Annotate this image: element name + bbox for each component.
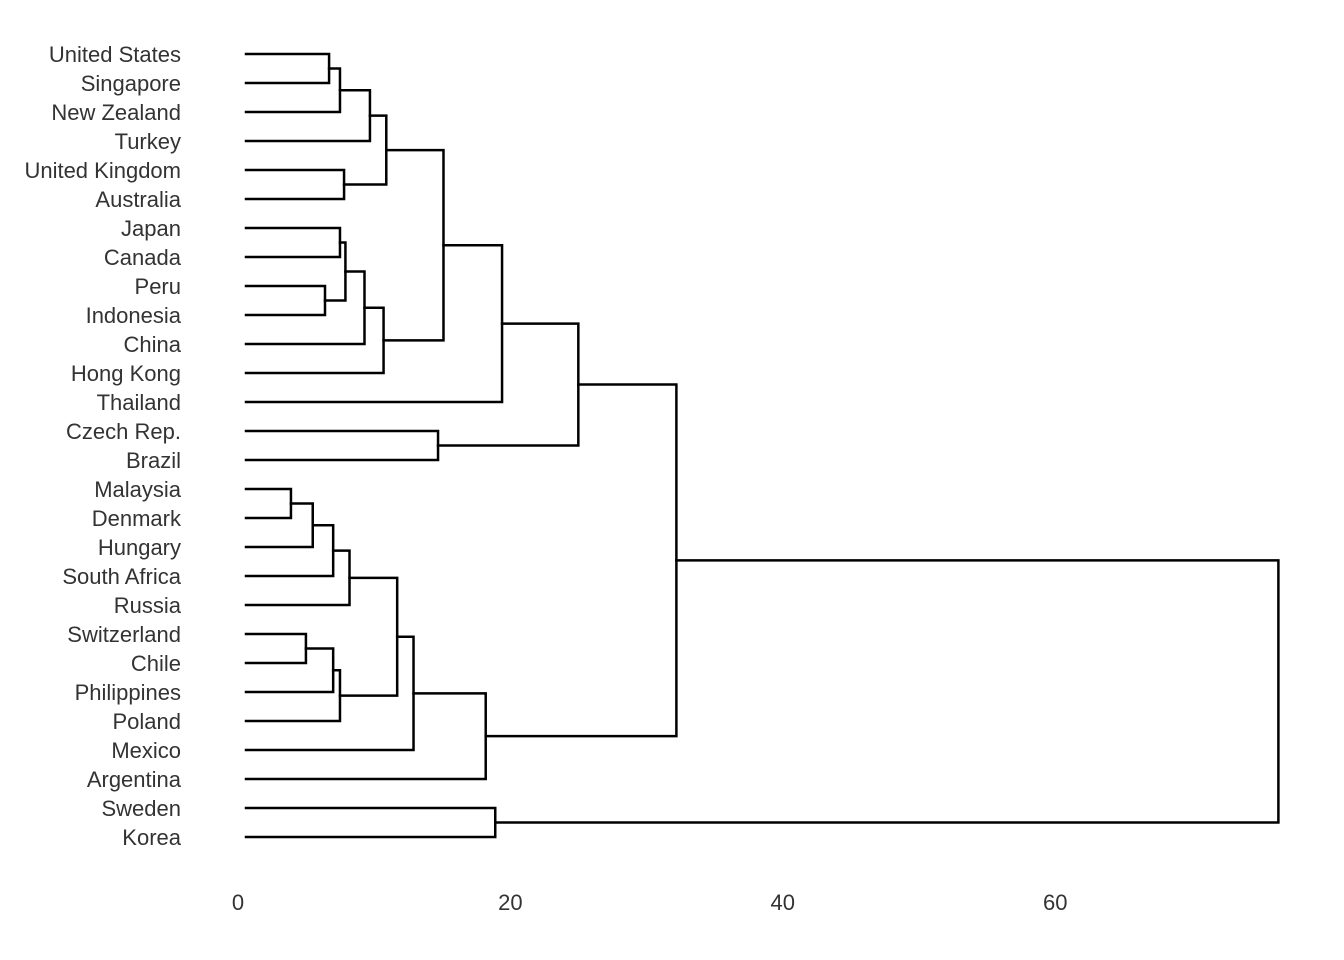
branch-m21 — [244, 669, 342, 723]
leaf-label-new-zealand: New Zealand — [51, 100, 181, 125]
leaf-label-poland: Poland — [112, 709, 181, 734]
branch-m27 — [493, 559, 1280, 824]
leaf-label-sweden: Sweden — [101, 796, 181, 821]
x-tick-label-0: 0 — [232, 890, 244, 915]
leaf-label-turkey: Turkey — [115, 129, 181, 154]
leaf-label-denmark: Denmark — [92, 506, 182, 531]
leaf-label-united-kingdom: United Kingdom — [24, 158, 181, 183]
branch-m2 — [244, 67, 342, 114]
branch-m10 — [244, 306, 385, 375]
leaf-label-philippines: Philippines — [75, 680, 181, 705]
leaf-label-thailand: Thailand — [97, 390, 181, 415]
branch-m9 — [244, 270, 366, 346]
leaf-label-china: China — [124, 332, 182, 357]
leaf-label-malaysia: Malaysia — [94, 477, 182, 502]
leaf-label-hungary: Hungary — [98, 535, 181, 560]
leaf-label-canada: Canada — [104, 245, 182, 270]
branch-m23 — [244, 635, 415, 752]
leaf-label-australia: Australia — [95, 187, 181, 212]
branch-m13 — [244, 429, 440, 462]
branch-m8 — [323, 241, 347, 302]
branch-m12 — [244, 243, 504, 404]
x-tick-label-60: 60 — [1043, 890, 1067, 915]
branch-m5 — [342, 114, 388, 186]
branches — [244, 52, 1280, 839]
leaf-label-brazil: Brazil — [126, 448, 181, 473]
branch-m25 — [484, 383, 678, 738]
branch-m26 — [244, 806, 497, 839]
x-axis: 0 20 40 60 — [232, 890, 1068, 915]
x-tick-label-40: 40 — [771, 890, 795, 915]
branch-m6 — [244, 226, 342, 259]
x-tick-label-20: 20 — [498, 890, 522, 915]
branch-m1 — [244, 52, 331, 85]
branch-m11 — [382, 148, 445, 342]
leaf-label-singapore: Singapore — [81, 71, 181, 96]
leaf-label-peru: Peru — [135, 274, 181, 299]
leaf-label-hong-kong: Hong Kong — [71, 361, 181, 386]
leaf-labels: United States Singapore New Zealand Turkey U… — [24, 42, 182, 850]
branch-m24 — [244, 692, 487, 781]
branch-m14 — [436, 322, 580, 447]
branch-m7 — [244, 284, 327, 317]
leaf-label-chile: Chile — [131, 651, 181, 676]
leaf-label-czech-rep: Czech Rep. — [66, 419, 181, 444]
branch-m16 — [244, 502, 314, 549]
leaf-label-argentina: Argentina — [87, 767, 182, 792]
leaf-label-south-africa: South Africa — [62, 564, 181, 589]
branch-m19 — [244, 632, 308, 665]
branch-m20 — [244, 647, 335, 694]
leaf-label-united-states: United States — [49, 42, 181, 67]
branch-m4 — [244, 168, 346, 201]
leaf-label-mexico: Mexico — [111, 738, 181, 763]
branch-m17 — [244, 524, 335, 578]
leaf-label-japan: Japan — [121, 216, 181, 241]
branch-m15 — [244, 487, 293, 520]
leaf-label-switzerland: Switzerland — [67, 622, 181, 647]
leaf-label-russia: Russia — [114, 593, 182, 618]
leaf-label-korea: Korea — [122, 825, 181, 850]
leaf-label-indonesia: Indonesia — [86, 303, 182, 328]
branch-m3 — [244, 89, 372, 143]
